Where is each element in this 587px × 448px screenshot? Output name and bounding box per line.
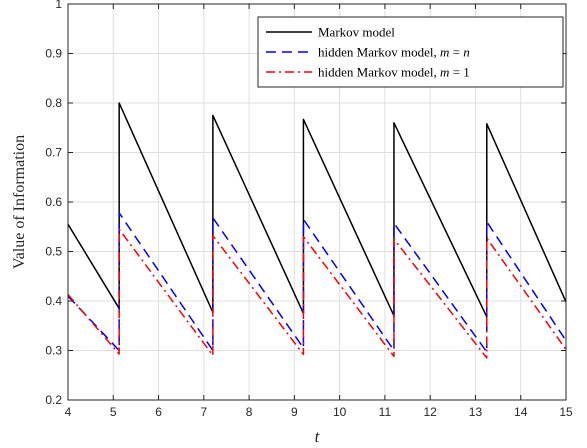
x-tick-label: 9 [291,405,298,419]
x-tick-label: 11 [379,405,392,419]
y-tick-label: 1 [55,0,62,11]
axis-ticks: 4 5 6 7 8 9 10 11 12 13 14 15 0.2 0.3 0.4 0.5 0.6 0.7 0.8 0… [45,0,573,419]
x-tick-label: 12 [424,405,438,419]
x-tick-label: 4 [65,405,72,419]
x-tick-label: 8 [246,405,253,419]
series-line-3 [67,228,567,359]
y-tick-label: 0.7 [45,146,62,160]
x-tick-label: 10 [333,405,347,419]
x-tick-label: 13 [469,405,483,419]
y-axis-label: Value of Information [11,135,28,269]
y-tick-label: 0.5 [45,245,62,259]
legend-box [257,16,564,88]
legend-label-3: hidden Markov model, m = 1 [318,65,470,80]
series-line-2 [67,212,567,353]
x-tick-label: 7 [200,405,207,419]
legend-label-1: Markov model [318,25,395,40]
y-tick-label: 0.3 [45,344,62,358]
y-tick-label: 0.4 [45,294,62,308]
legend-label-2: hidden Markov model, m = n [318,45,470,60]
x-tick-label: 5 [110,405,117,419]
y-tick-label: 0.2 [45,393,62,407]
legend: Markov model hidden Markov model, m = n hi… [257,16,564,88]
y-tick-label: 0.6 [45,195,62,209]
x-tick-label: 14 [514,405,528,419]
x-tick-label: 6 [155,405,162,419]
y-tick-label: 0.8 [45,96,62,110]
series-lines [67,102,567,359]
x-axis-label: t [315,427,321,446]
series-line-1 [67,102,567,318]
y-tick-label: 0.9 [45,47,62,61]
x-tick-label: 15 [559,405,573,419]
